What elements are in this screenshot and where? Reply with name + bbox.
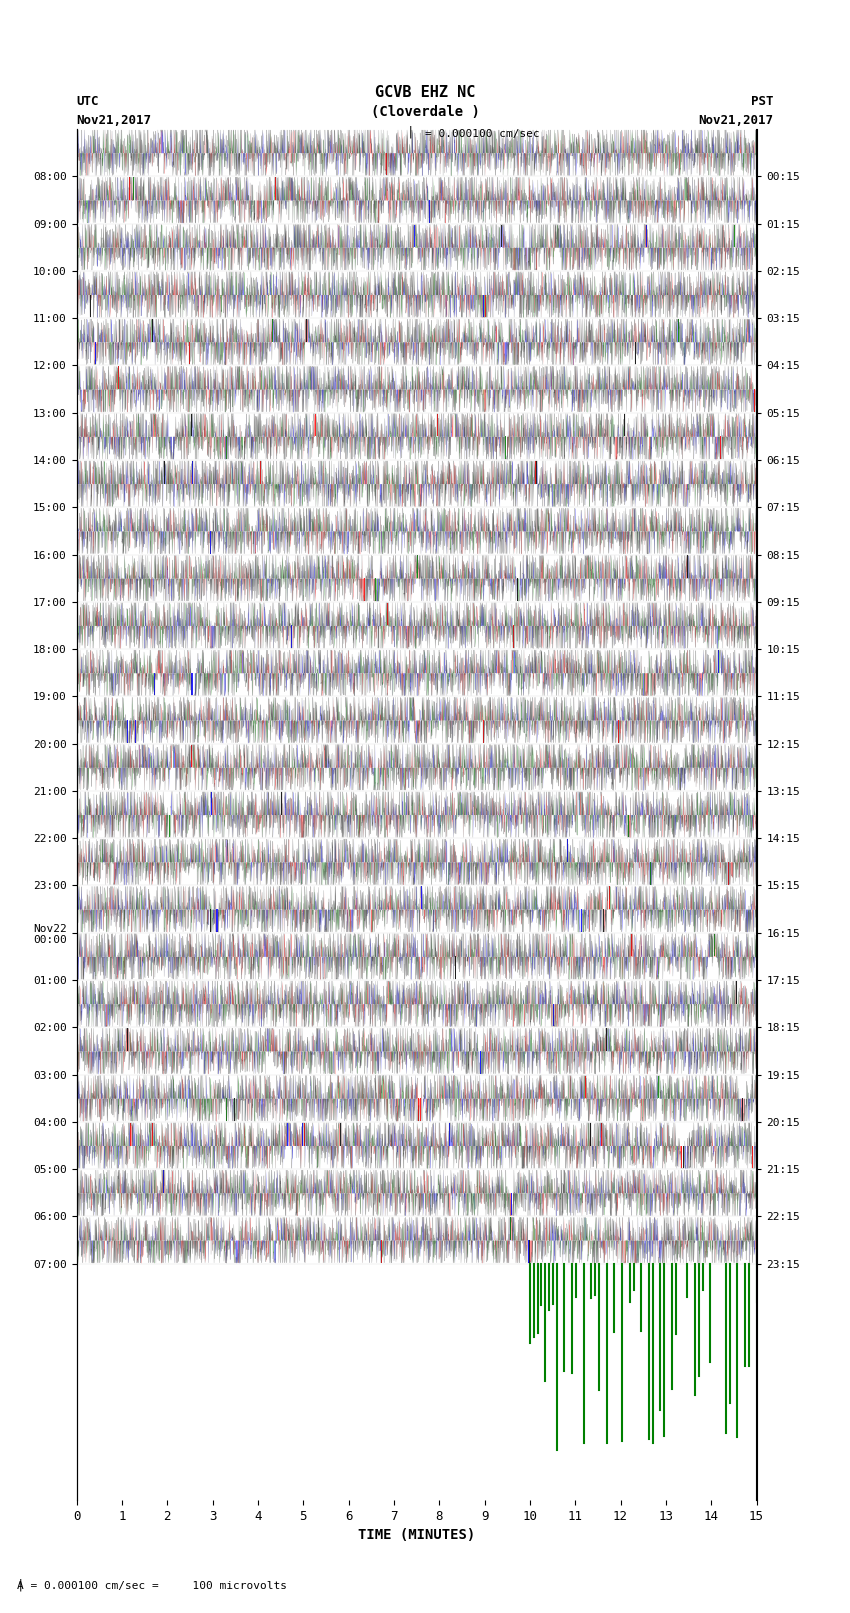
Text: |: | <box>407 126 414 139</box>
Text: GCVB EHZ NC: GCVB EHZ NC <box>375 85 475 100</box>
Text: Nov21,2017: Nov21,2017 <box>699 115 774 127</box>
Text: PST: PST <box>751 95 774 108</box>
Text: UTC: UTC <box>76 95 99 108</box>
X-axis label: TIME (MINUTES): TIME (MINUTES) <box>358 1529 475 1542</box>
Text: (Cloverdale ): (Cloverdale ) <box>371 105 479 119</box>
Text: = 0.000100 cm/sec: = 0.000100 cm/sec <box>425 129 540 139</box>
Text: Nov21,2017: Nov21,2017 <box>76 115 151 127</box>
Text: A = 0.000100 cm/sec =     100 microvolts: A = 0.000100 cm/sec = 100 microvolts <box>17 1581 287 1590</box>
Text: |: | <box>17 1579 25 1592</box>
